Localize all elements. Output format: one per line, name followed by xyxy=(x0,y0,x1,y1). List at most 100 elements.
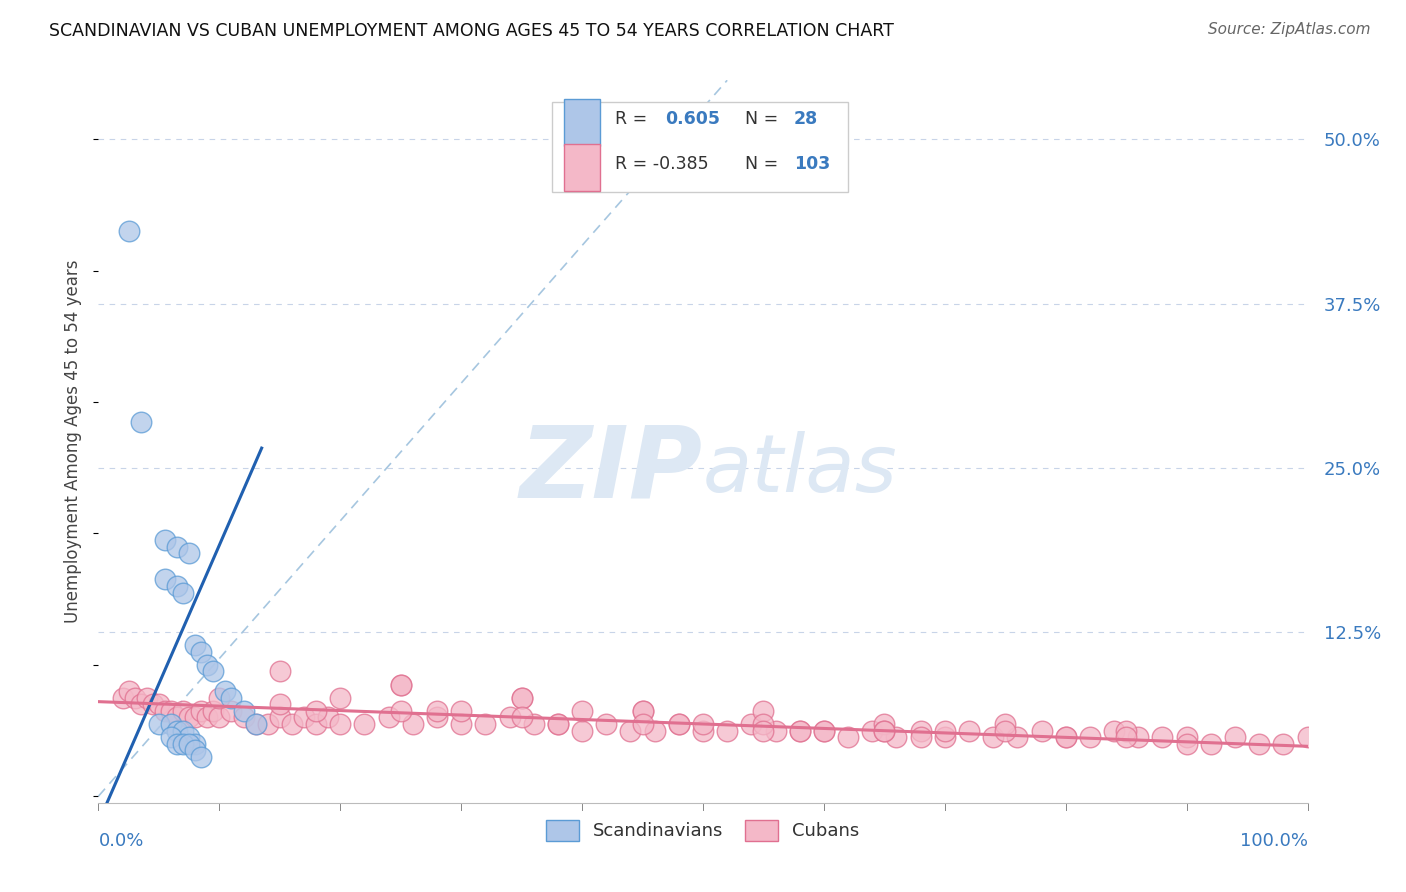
Point xyxy=(1175,730,1198,744)
Point xyxy=(789,723,811,738)
FancyBboxPatch shape xyxy=(551,102,848,193)
Point xyxy=(329,690,352,705)
Point xyxy=(184,710,207,724)
Point xyxy=(402,717,425,731)
Point xyxy=(389,677,412,691)
Point xyxy=(1115,730,1137,744)
Y-axis label: Unemployment Among Ages 45 to 54 years: Unemployment Among Ages 45 to 54 years xyxy=(65,260,83,624)
Text: ZIP: ZIP xyxy=(520,422,703,519)
Text: 103: 103 xyxy=(794,154,830,173)
Point xyxy=(1007,730,1029,744)
Point xyxy=(190,704,212,718)
Point xyxy=(166,540,188,554)
Text: 0.0%: 0.0% xyxy=(98,831,143,850)
Point xyxy=(232,710,254,724)
Point xyxy=(305,704,328,718)
Text: N =: N = xyxy=(745,110,779,128)
Point xyxy=(172,704,194,718)
Point xyxy=(329,717,352,731)
Point xyxy=(813,723,835,738)
Point xyxy=(184,638,207,652)
Point xyxy=(118,224,141,238)
Point xyxy=(292,710,315,724)
Point xyxy=(1078,730,1101,744)
Point xyxy=(269,665,291,679)
Point xyxy=(269,710,291,724)
Point xyxy=(631,704,654,718)
Point xyxy=(190,749,212,764)
Point xyxy=(305,717,328,731)
Point xyxy=(1054,730,1077,744)
Point xyxy=(1296,730,1319,744)
Text: 28: 28 xyxy=(794,110,818,128)
Point xyxy=(129,698,152,712)
Point xyxy=(160,717,183,731)
Point xyxy=(353,717,375,731)
Point xyxy=(124,690,146,705)
Point xyxy=(214,684,236,698)
Point xyxy=(153,573,176,587)
Point xyxy=(873,723,896,738)
Point xyxy=(789,723,811,738)
Point xyxy=(281,717,304,731)
Point xyxy=(245,717,267,731)
Point xyxy=(195,657,218,672)
Point xyxy=(571,723,593,738)
Point xyxy=(153,533,176,547)
Point xyxy=(571,704,593,718)
Point xyxy=(221,690,243,705)
Point xyxy=(179,737,201,751)
Text: 100.0%: 100.0% xyxy=(1240,831,1308,850)
Point xyxy=(202,704,225,718)
Point xyxy=(510,690,533,705)
Point xyxy=(166,710,188,724)
Point xyxy=(547,717,569,731)
Point xyxy=(934,730,956,744)
Point xyxy=(934,723,956,738)
Point xyxy=(765,723,787,738)
Point xyxy=(166,723,188,738)
Point xyxy=(873,717,896,731)
Point xyxy=(1199,737,1222,751)
Point xyxy=(160,704,183,718)
Point xyxy=(510,690,533,705)
Point xyxy=(837,730,859,744)
Point xyxy=(245,717,267,731)
Text: atlas: atlas xyxy=(703,432,898,509)
Text: N =: N = xyxy=(745,154,779,173)
Text: 0.605: 0.605 xyxy=(665,110,720,128)
Text: Source: ZipAtlas.com: Source: ZipAtlas.com xyxy=(1208,22,1371,37)
Point xyxy=(716,723,738,738)
Point xyxy=(426,704,449,718)
Point xyxy=(873,723,896,738)
Point xyxy=(668,717,690,731)
Point xyxy=(523,717,546,731)
Point xyxy=(1128,730,1150,744)
Point xyxy=(190,645,212,659)
Point xyxy=(135,690,157,705)
Point xyxy=(221,704,243,718)
Point xyxy=(547,717,569,731)
Point xyxy=(692,717,714,731)
Point xyxy=(692,723,714,738)
Point xyxy=(148,717,170,731)
Point xyxy=(179,730,201,744)
Point xyxy=(179,546,201,560)
Point xyxy=(208,710,231,724)
Point xyxy=(129,415,152,429)
Text: SCANDINAVIAN VS CUBAN UNEMPLOYMENT AMONG AGES 45 TO 54 YEARS CORRELATION CHART: SCANDINAVIAN VS CUBAN UNEMPLOYMENT AMONG… xyxy=(49,22,894,40)
Point xyxy=(886,730,908,744)
Point xyxy=(644,723,666,738)
Point xyxy=(450,704,472,718)
Point xyxy=(148,698,170,712)
Point xyxy=(269,698,291,712)
Point xyxy=(619,723,641,738)
Point xyxy=(595,717,617,731)
Point xyxy=(910,730,932,744)
Point xyxy=(256,717,278,731)
Point xyxy=(1175,737,1198,751)
Point xyxy=(232,704,254,718)
Point xyxy=(202,665,225,679)
Point xyxy=(813,723,835,738)
Point xyxy=(1223,730,1246,744)
